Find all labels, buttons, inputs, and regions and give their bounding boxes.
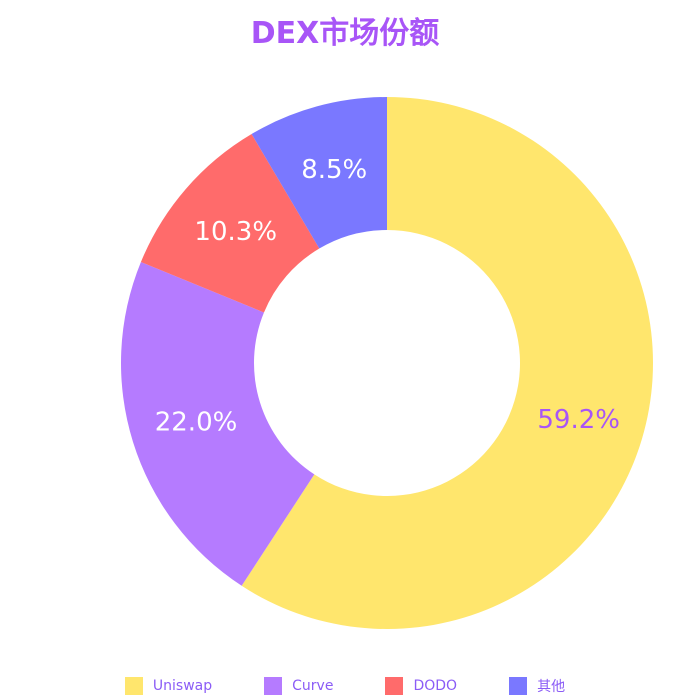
legend-item-curve[interactable]: Curve xyxy=(264,676,333,696)
donut-chart: 59.2% 22.0% 10.3% 8.5% xyxy=(120,97,654,630)
slice-curve[interactable] xyxy=(120,261,315,586)
chart-title: DEX市场份额 xyxy=(250,16,440,51)
slice-label-dodo: 10.3% xyxy=(194,217,277,247)
legend-item-uniswap[interactable]: Uniswap xyxy=(124,676,213,696)
legend-swatch-dodo xyxy=(385,677,404,695)
slice-uniswap[interactable] xyxy=(241,97,654,630)
legend-swatch-curve xyxy=(264,677,283,695)
legend-swatch-uniswap xyxy=(124,677,143,695)
legend-label-uniswap: Uniswap xyxy=(152,678,213,694)
legend-item-other[interactable]: 其他 xyxy=(509,676,565,696)
legend-label-other: 其他 xyxy=(537,679,566,695)
slice-other[interactable] xyxy=(251,97,387,249)
legend-item-dodo[interactable]: DODO xyxy=(385,676,457,696)
legend: Uniswap Curve DODO 其他 xyxy=(0,676,690,696)
legend-label-curve: Curve xyxy=(292,678,334,694)
slice-label-uniswap: 59.2% xyxy=(537,405,620,435)
legend-swatch-other xyxy=(509,677,528,695)
legend-label-dodo: DODO xyxy=(413,678,458,694)
slice-dodo[interactable] xyxy=(140,134,320,313)
slice-label-curve: 22.0% xyxy=(155,407,238,437)
slice-label-other: 8.5% xyxy=(301,155,367,185)
